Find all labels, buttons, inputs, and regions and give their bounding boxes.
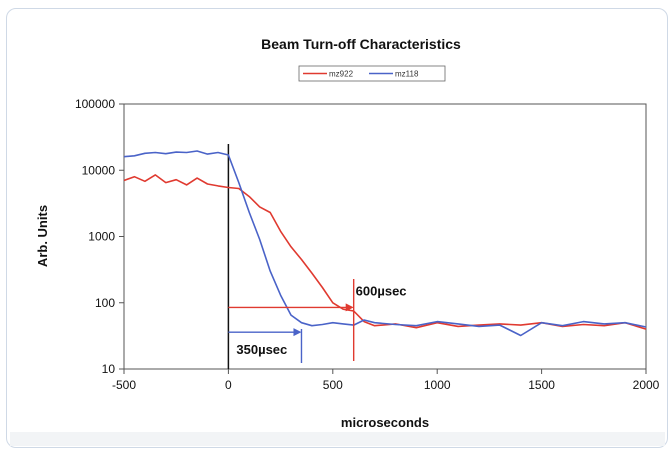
y-tick-label: 10 xyxy=(102,362,116,376)
x-tick-label: 1000 xyxy=(424,378,451,392)
x-tick-label: 500 xyxy=(323,378,343,392)
y-axis-ticks: 10 100 1000 10000 100000 xyxy=(75,97,124,376)
series-layer xyxy=(123,150,647,337)
y-tick-label: 100000 xyxy=(75,97,115,111)
annotation-layer: 600µsec 350µsec xyxy=(228,279,407,363)
legend: mz922 mz118 xyxy=(298,65,446,82)
plot-area xyxy=(123,103,647,370)
y-tick-label: 100 xyxy=(95,296,115,310)
y-axis-label: Arb. Units xyxy=(35,205,50,267)
x-tick-label: 2000 xyxy=(633,378,660,392)
series-line-mz118 xyxy=(123,150,647,337)
x-tick-label: 1500 xyxy=(528,378,555,392)
legend-label-mz922: mz922 xyxy=(329,70,354,79)
bottom-band xyxy=(10,432,665,446)
y-tick-label: 10000 xyxy=(82,163,116,177)
annotation-600-arrowhead xyxy=(345,303,354,312)
series-line-mz922 xyxy=(123,174,647,330)
x-tick-label: -500 xyxy=(112,378,136,392)
annotation-600usec: 600µsec xyxy=(356,283,407,298)
chart-title: Beam Turn-off Characteristics xyxy=(261,36,461,52)
annotation-350usec: 350µsec xyxy=(236,342,287,357)
x-axis-ticks: -500 0 500 1000 1500 2000 xyxy=(112,369,660,392)
x-tick-label: 0 xyxy=(225,378,232,392)
y-tick-label: 1000 xyxy=(88,230,115,244)
x-axis-label: microseconds xyxy=(341,415,429,430)
annotation-350-arrowhead xyxy=(293,328,302,337)
legend-label-mz118: mz118 xyxy=(395,70,419,79)
